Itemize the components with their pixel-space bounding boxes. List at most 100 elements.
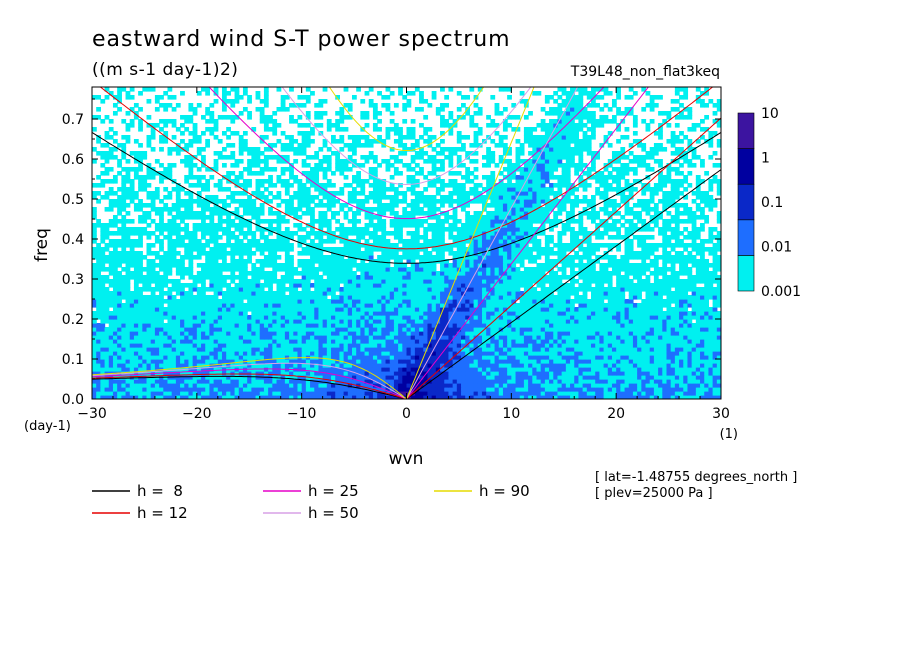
heat-cell: [666, 331, 672, 336]
heat-cell: [238, 355, 244, 360]
heat-cell: [180, 339, 185, 344]
heat-cell: [595, 319, 600, 324]
heat-cell: [536, 371, 542, 376]
heat-cell: [528, 331, 533, 336]
heat-cell: [242, 271, 248, 276]
heat-cell: [708, 335, 714, 340]
heat-cell: [452, 327, 458, 332]
heat-cell: [133, 319, 139, 324]
heat-cell: [163, 307, 169, 312]
heat-cell: [595, 379, 600, 384]
heat-cell: [213, 379, 219, 384]
heat-cell: [716, 363, 721, 368]
heat-cell: [364, 371, 370, 376]
heat-cell: [104, 259, 110, 264]
heat-cell: [473, 327, 479, 332]
heat-cell: [637, 391, 642, 396]
heat-cell: [653, 291, 659, 296]
heat-cell: [163, 271, 169, 276]
heat-cell: [314, 331, 320, 336]
heat-cell: [293, 315, 299, 320]
heat-cell: [129, 323, 135, 328]
heat-cell: [523, 351, 529, 356]
heat-cell: [146, 323, 152, 328]
heat-cell: [536, 275, 542, 280]
heat-cell: [498, 383, 504, 388]
heat-cell: [171, 367, 177, 372]
heat-cell: [364, 283, 370, 288]
heat-cell: [632, 347, 638, 352]
heat-cell: [381, 371, 387, 376]
heat-cell: [175, 279, 181, 284]
heat-cell: [465, 355, 470, 360]
heat-cell: [213, 307, 219, 312]
heat-cell: [112, 311, 118, 316]
heat-cell: [628, 307, 634, 312]
heat-cell: [205, 355, 211, 360]
heat-cell: [679, 315, 684, 320]
heat-cell: [175, 355, 181, 360]
heat-cell: [523, 335, 529, 340]
heat-cell: [163, 299, 169, 304]
heat-cell: [138, 263, 143, 268]
heat-cell: [540, 327, 546, 332]
heat-cell: [662, 315, 668, 320]
heat-cell: [683, 271, 689, 276]
heat-cell: [351, 391, 357, 396]
heat-cell: [544, 315, 550, 320]
heat-cell: [318, 275, 324, 280]
heat-cell: [259, 291, 265, 296]
heat-cell: [410, 355, 416, 360]
heat-cell: [92, 263, 97, 268]
heat-cell: [498, 307, 504, 312]
heat-cell: [389, 271, 395, 276]
heat-cell: [108, 295, 114, 300]
heat-cell: [213, 263, 219, 268]
heat-cell: [523, 395, 529, 399]
heat-cell: [92, 375, 97, 380]
heat-cell: [398, 319, 403, 324]
heat-cell: [133, 267, 139, 272]
heat-cell: [100, 311, 106, 316]
heat-cell: [150, 327, 156, 332]
heat-cell: [419, 299, 424, 304]
heat-cell: [431, 339, 437, 344]
heat-cell: [104, 299, 110, 304]
heat-cell: [402, 267, 408, 272]
heat-cell: [112, 295, 118, 300]
heat-cell: [154, 331, 160, 336]
heat-cell: [523, 347, 529, 352]
heat-cell: [381, 283, 387, 288]
heat-cell: [561, 327, 567, 332]
heat-cell: [536, 351, 542, 356]
heat-cell: [532, 311, 538, 316]
heat-cell: [519, 375, 525, 380]
heat-cell: [129, 363, 135, 368]
heat-cell: [221, 323, 227, 328]
heat-cell: [138, 359, 143, 364]
heat-cell: [679, 279, 684, 284]
heat-cell: [402, 383, 408, 388]
heat-cell: [368, 379, 374, 384]
heat-cell: [305, 311, 311, 316]
heat-cell: [700, 355, 705, 360]
heat-cell: [687, 279, 693, 284]
heat-cell: [649, 355, 655, 360]
heat-cell: [481, 363, 487, 368]
heat-cell: [192, 387, 198, 392]
heat-cell: [519, 359, 525, 364]
heat-cell: [251, 395, 257, 399]
heat-cell: [549, 379, 554, 384]
heat-cell: [695, 307, 701, 312]
heat-cell: [461, 343, 466, 348]
heat-cell: [221, 347, 227, 352]
heat-cell: [498, 391, 504, 396]
heat-cell: [171, 335, 177, 340]
heat-cell: [314, 287, 320, 292]
heat-cell: [502, 347, 508, 352]
heat-cell: [272, 391, 278, 396]
heat-cell: [620, 279, 626, 284]
heat-cell: [238, 279, 244, 284]
heat-cell: [616, 375, 621, 380]
heat-cell: [591, 291, 596, 296]
